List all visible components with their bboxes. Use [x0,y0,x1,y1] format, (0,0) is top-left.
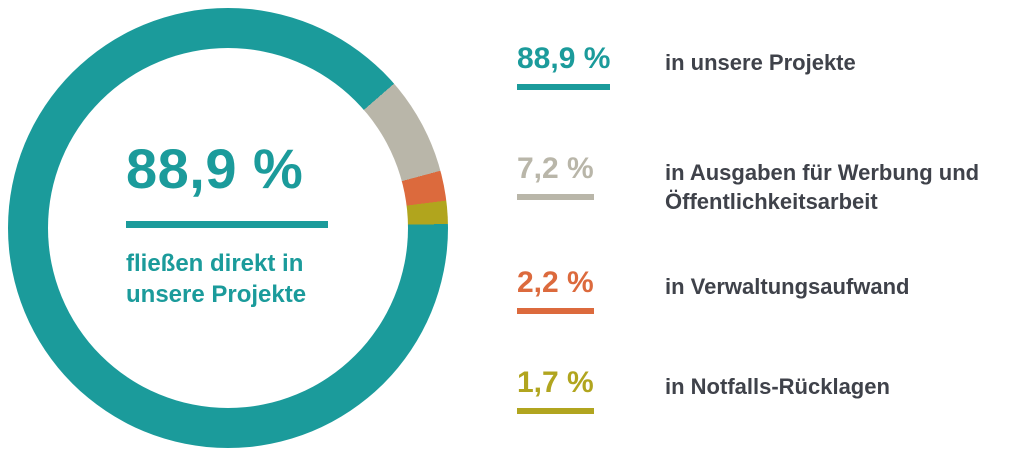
legend-label-verwaltung: in Verwaltungsaufwand [665,274,910,299]
caption-line-1: fließen direkt in [126,249,304,277]
legend-row-ruecklagen: 1,7 % in Notfalls-Rücklagen [517,366,1013,414]
legend: 88,9 % in unsere Projekte 7,2 % in Ausga… [517,0,1017,455]
donut-center-caption: fließen direkt in unsere Projekte [126,248,338,310]
legend-percent-werbung: 7,2 % [517,152,594,200]
donut-center-text: 88,9 % fließen direkt in unsere Projekte [126,137,338,310]
legend-percent-column: 7,2 % [517,152,665,200]
legend-row-verwaltung: 2,2 % in Verwaltungsaufwand [517,266,1013,314]
legend-label-werbung: in Ausgaben für Werbung und Öffentlichke… [665,160,980,215]
donut-center-divider [126,220,328,228]
legend-row-werbung: 7,2 % in Ausgaben für Werbung und Öffent… [517,152,1013,216]
legend-label-projekte: in unsere Projekte [665,50,856,75]
donut-chart: 88,9 % fließen direkt in unsere Projekte [8,8,448,448]
caption-line-2: unsere Projekte [126,280,307,308]
legend-percent-verwaltung: 2,2 % [517,266,594,314]
legend-row-projekte: 88,9 % in unsere Projekte [517,42,1013,90]
legend-percent-column: 2,2 % [517,266,665,314]
legend-percent-column: 88,9 % [517,42,665,90]
legend-percent-column: 1,7 % [517,366,665,414]
legend-percent-ruecklagen: 1,7 % [517,366,594,414]
legend-percent-projekte: 88,9 % [517,42,611,90]
legend-label-ruecklagen: in Notfalls-Rücklagen [665,374,890,399]
donut-hole [48,48,408,408]
donut-center-value: 88,9 % [126,137,304,200]
